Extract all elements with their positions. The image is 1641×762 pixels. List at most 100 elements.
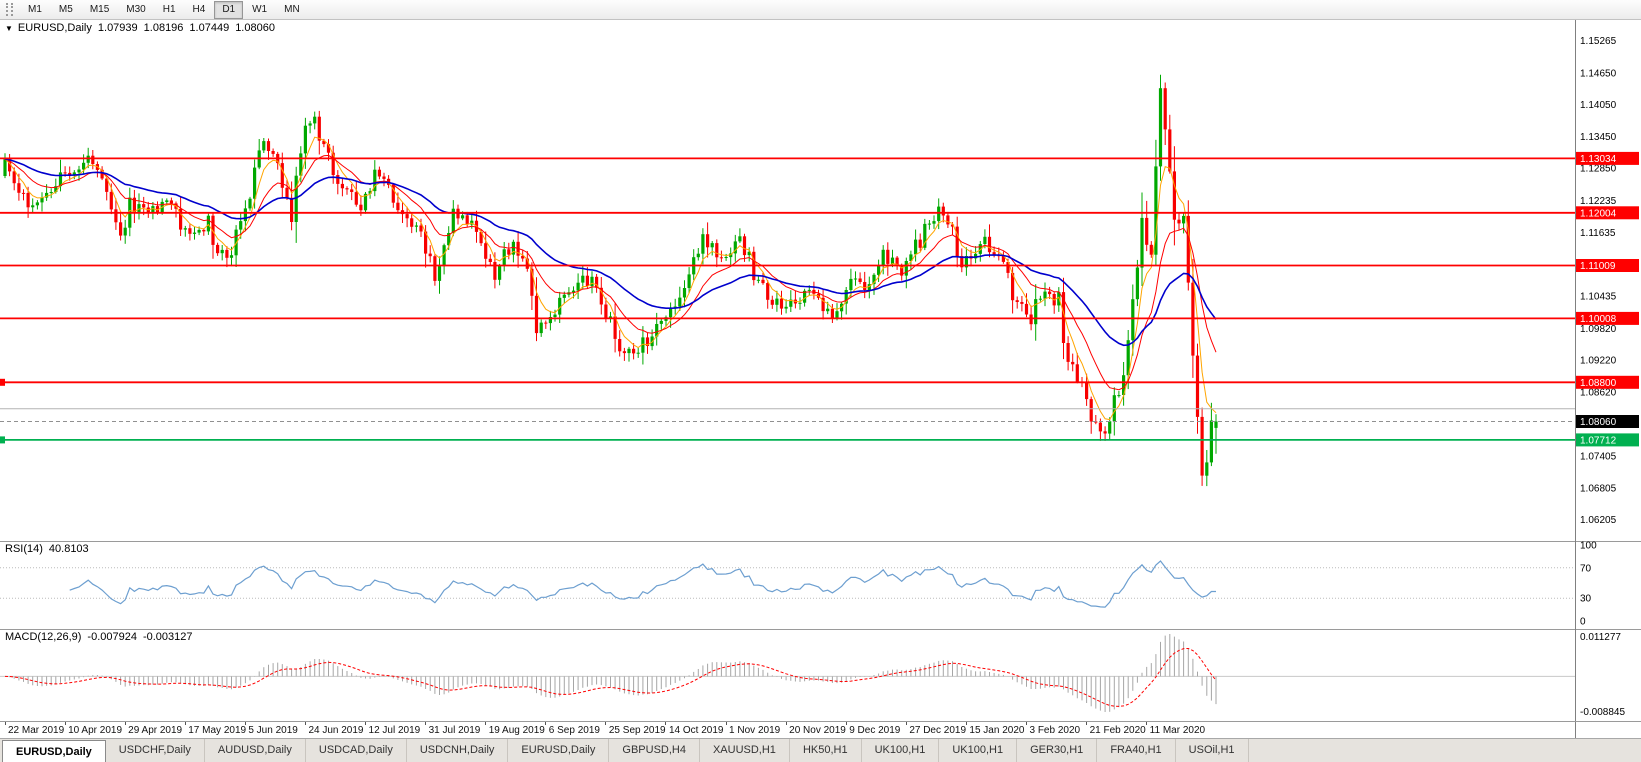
svg-text:1.11635: 1.11635	[1580, 228, 1616, 239]
chart-tab-usdcad-daily[interactable]: USDCAD,Daily	[306, 739, 407, 762]
date-label: 31 Jul 2019	[428, 725, 481, 736]
macd-canvas[interactable]: 0.011277 -0.008845	[0, 629, 1641, 721]
timeframe-toolbar: M1 M5 M15 M30 H1 H4 D1 W1 MN	[0, 0, 1641, 20]
svg-text:1.08620: 1.08620	[1580, 387, 1617, 398]
date-tick-mark	[1146, 722, 1148, 725]
chart-tab-xauusd-h1[interactable]: XAUUSD,H1	[700, 739, 790, 762]
date-tick-mark	[184, 722, 186, 725]
date-tick-mark	[845, 722, 847, 725]
chart-tab-eurusd-daily[interactable]: EURUSD,Daily	[2, 740, 106, 762]
timeframe-button-m30[interactable]: M30	[118, 1, 153, 19]
rsi-axis[interactable]: 100 70 30 0	[1575, 541, 1598, 629]
axis-corner	[1575, 722, 1641, 738]
main-chart-header: ▼ EURUSD,Daily 1.07939 1.08196 1.07449 1…	[5, 22, 281, 34]
svg-text:30: 30	[1580, 594, 1592, 605]
chart-tab-ger30-h1[interactable]: GER30,H1	[1017, 739, 1098, 762]
macd-signal-line	[4, 647, 1217, 707]
svg-text:1.14050: 1.14050	[1580, 100, 1617, 111]
date-label: 3 Feb 2020	[1029, 725, 1081, 736]
timeframe-button-w1[interactable]: W1	[244, 1, 275, 19]
date-tick-mark	[965, 722, 967, 725]
rsi-indicator-panel: RSI(14) 40.8103 100 70 30 0	[0, 541, 1641, 629]
date-tick-mark	[905, 722, 907, 725]
rsi-line	[69, 560, 1216, 608]
timeframe-button-m1[interactable]: M1	[20, 1, 50, 19]
timeframe-button-h1[interactable]: H1	[155, 1, 184, 19]
timeframe-button-m15[interactable]: M15	[82, 1, 117, 19]
date-label: 29 Apr 2019	[128, 725, 183, 736]
date-label: 24 Jun 2019	[308, 725, 364, 736]
chart-tab-usdcnh-daily[interactable]: USDCNH,Daily	[407, 739, 509, 762]
date-label: 5 Jun 2019	[248, 725, 298, 736]
date-label: 17 May 2019	[188, 725, 247, 736]
svg-text:1.12004: 1.12004	[1580, 208, 1617, 219]
candles-layer	[3, 74, 1218, 487]
horizontal-level-lines[interactable]	[0, 157, 1575, 444]
date-tick-mark	[425, 722, 427, 725]
chart-tab-fra40-h1[interactable]: FRA40,H1	[1097, 739, 1176, 762]
svg-text:1.11009: 1.11009	[1580, 261, 1616, 272]
timeframe-button-m5[interactable]: M5	[51, 1, 81, 19]
date-tick-mark	[605, 722, 607, 725]
chart-collapse-arrow-icon[interactable]: ▼	[5, 23, 13, 33]
ohlc-close-value: 1.08060	[235, 22, 275, 34]
rsi-canvas[interactable]: 100 70 30 0	[0, 541, 1641, 629]
svg-text:1.06805: 1.06805	[1580, 483, 1617, 494]
chart-symbol-label: EURUSD,Daily	[17, 22, 92, 34]
price-axis[interactable]: 1.15265 1.14650 1.14050 1.13450 1.12850 1.122…	[1575, 20, 1641, 541]
date-tick-mark	[545, 722, 547, 725]
svg-text:1.10435: 1.10435	[1580, 291, 1617, 302]
date-label: 21 Feb 2020	[1089, 725, 1146, 736]
timeframe-button-mn[interactable]: MN	[276, 1, 308, 19]
date-tick-mark	[785, 722, 787, 725]
date-label: 6 Sep 2019	[548, 725, 600, 736]
chart-tab-bar: EURUSD,Daily USDCHF,Daily AUDUSD,Daily USDC…	[0, 738, 1641, 762]
timeframe-button-d1[interactable]: D1	[214, 0, 244, 19]
svg-text:1.13450: 1.13450	[1580, 132, 1617, 143]
date-tick-mark	[4, 722, 6, 725]
macd-header: MACD(12,26,9) -0.007924 -0.003127	[5, 631, 199, 643]
ohlc-low-value: 1.07449	[189, 22, 230, 34]
rsi-name-label: RSI(14)	[5, 543, 43, 555]
date-tick-mark	[244, 722, 246, 725]
date-label: 14 Oct 2019	[668, 725, 724, 736]
chart-tab-hk50-h1[interactable]: HK50,H1	[790, 739, 862, 762]
chart-tab-gbpusd-h4[interactable]: GBPUSD,H4	[609, 739, 700, 762]
svg-text:1.07712: 1.07712	[1580, 435, 1617, 446]
rsi-header: RSI(14) 40.8103	[5, 543, 95, 555]
chart-tab-uk100-h1[interactable]: UK100,H1	[939, 739, 1018, 762]
date-tick-mark	[1086, 722, 1088, 725]
date-tick-mark	[665, 722, 667, 725]
svg-text:1.12235: 1.12235	[1580, 196, 1617, 207]
macd-indicator-panel: MACD(12,26,9) -0.007924 -0.003127 0.0112…	[0, 629, 1641, 721]
main-chart-panel: ▼ EURUSD,Daily 1.07939 1.08196 1.07449 1…	[0, 20, 1641, 541]
macd-axis[interactable]: 0.011277 -0.008845	[1575, 629, 1626, 721]
timeframe-button-h4[interactable]: H4	[185, 1, 214, 19]
chart-tab-audusd-daily[interactable]: AUDUSD,Daily	[205, 739, 306, 762]
svg-text:1.10008: 1.10008	[1580, 314, 1617, 325]
chart-tab-eurusd-daily[interactable]: EURUSD,Daily	[508, 739, 610, 762]
date-label: 15 Jan 2020	[969, 725, 1025, 736]
date-label: 9 Dec 2019	[849, 725, 901, 736]
macd-main-value: -0.007924	[87, 631, 137, 643]
chart-tab-usdchf-daily[interactable]: USDCHF,Daily	[106, 739, 205, 762]
chart-tab-usoil-h1[interactable]: USOil,H1	[1176, 739, 1249, 762]
time-axis[interactable]: 22 Mar 2019 10 Apr 2019 29 Apr 2019 17 May …	[0, 721, 1641, 738]
main-chart-canvas[interactable]: 1.15265 1.14650 1.14050 1.13450 1.12850 1.122…	[0, 20, 1641, 541]
date-label: 10 Apr 2019	[68, 725, 123, 736]
svg-text:1.12850: 1.12850	[1580, 164, 1617, 175]
date-tick-mark	[365, 722, 367, 725]
date-label: 11 Mar 2020	[1149, 725, 1206, 736]
chart-tab-uk100-h1[interactable]: UK100,H1	[862, 739, 940, 762]
svg-text:1.09820: 1.09820	[1580, 324, 1617, 335]
date-tick-mark	[1025, 722, 1027, 725]
svg-text:1.13034: 1.13034	[1580, 154, 1617, 165]
moving-averages-layer	[4, 136, 1217, 421]
toolbar-drag-handle[interactable]	[6, 3, 13, 16]
date-label: 1 Nov 2019	[729, 725, 781, 736]
date-tick-mark	[64, 722, 66, 725]
svg-text:100: 100	[1580, 541, 1597, 552]
rsi-current-value: 40.8103	[48, 543, 89, 555]
svg-text:0.011277: 0.011277	[1580, 632, 1621, 643]
